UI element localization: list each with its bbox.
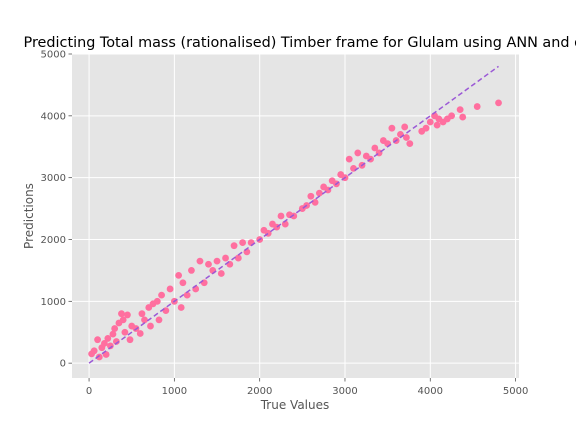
- data-point: [155, 316, 163, 324]
- data-point: [179, 279, 187, 287]
- data-point: [104, 335, 112, 342]
- data-point: [141, 316, 148, 324]
- y-tick-label: 5000: [41, 50, 66, 61]
- data-points: [88, 99, 502, 361]
- x-tick-label: 5000: [503, 386, 528, 397]
- data-point: [119, 316, 127, 324]
- data-point: [121, 328, 129, 336]
- x-axis-label: True Values: [260, 398, 330, 412]
- data-point: [205, 260, 212, 268]
- data-point: [230, 242, 238, 250]
- y-tick-label: 4000: [41, 111, 66, 122]
- x-axis: 0 1000 2000 3000 4000 5000: [86, 378, 528, 397]
- data-point: [459, 113, 467, 121]
- data-point: [371, 144, 379, 152]
- data-point: [495, 99, 502, 107]
- x-tick-label: 0: [86, 386, 92, 397]
- x-tick-label: 4000: [418, 386, 443, 397]
- y-tick-label: 1000: [41, 297, 66, 308]
- data-point: [183, 291, 191, 299]
- data-point: [473, 103, 481, 110]
- data-point: [101, 339, 108, 347]
- data-point: [162, 307, 170, 315]
- data-point: [217, 270, 225, 277]
- data-point: [153, 297, 161, 305]
- data-point: [136, 330, 144, 337]
- y-axis: 0 1000 2000 3000 4000 5000: [41, 50, 72, 370]
- grid-lines: [72, 53, 519, 378]
- plot-area: [72, 53, 519, 378]
- data-point: [307, 192, 315, 200]
- data-point: [200, 279, 208, 287]
- data-point: [456, 106, 464, 114]
- data-point: [94, 336, 101, 344]
- data-point: [290, 212, 298, 220]
- data-point: [406, 140, 414, 148]
- data-point: [422, 124, 430, 132]
- data-point: [175, 271, 183, 279]
- data-point: [315, 189, 323, 197]
- data-point: [118, 310, 125, 318]
- data-point: [147, 322, 154, 330]
- data-point: [106, 342, 114, 350]
- data-point: [311, 198, 319, 206]
- data-point: [426, 118, 434, 126]
- data-point: [277, 212, 285, 220]
- data-point: [433, 121, 441, 129]
- data-point: [350, 164, 357, 172]
- data-point: [226, 260, 234, 268]
- y-tick-label: 3000: [41, 173, 66, 184]
- data-point: [138, 310, 146, 318]
- data-point: [111, 325, 119, 332]
- data-point: [388, 124, 396, 132]
- data-point: [109, 330, 117, 338]
- data-point: [188, 267, 195, 274]
- data-point: [213, 257, 221, 265]
- data-point: [448, 112, 456, 120]
- data-point: [222, 254, 229, 262]
- data-point: [345, 155, 353, 163]
- y-tick-label: 0: [60, 359, 66, 370]
- chart-title: Predicting Total mass (rationalised) Tim…: [24, 35, 576, 51]
- data-point: [354, 149, 362, 157]
- data-point: [402, 134, 410, 141]
- data-point: [95, 353, 103, 361]
- data-point: [234, 254, 242, 262]
- data-point: [158, 291, 165, 299]
- y-tick-label: 2000: [41, 235, 66, 246]
- reference-line: [88, 65, 499, 364]
- data-point: [166, 285, 174, 293]
- data-point: [177, 304, 185, 311]
- y-axis-label: Predictions: [22, 183, 36, 249]
- data-point: [196, 257, 204, 265]
- x-tick-label: 1000: [162, 386, 187, 397]
- data-point: [126, 336, 134, 344]
- data-point: [90, 347, 98, 355]
- data-point: [401, 123, 409, 131]
- data-point: [124, 311, 131, 319]
- data-point: [112, 338, 120, 345]
- x-tick-label: 3000: [332, 386, 357, 397]
- x-tick-label: 2000: [247, 386, 272, 397]
- data-point: [239, 239, 247, 246]
